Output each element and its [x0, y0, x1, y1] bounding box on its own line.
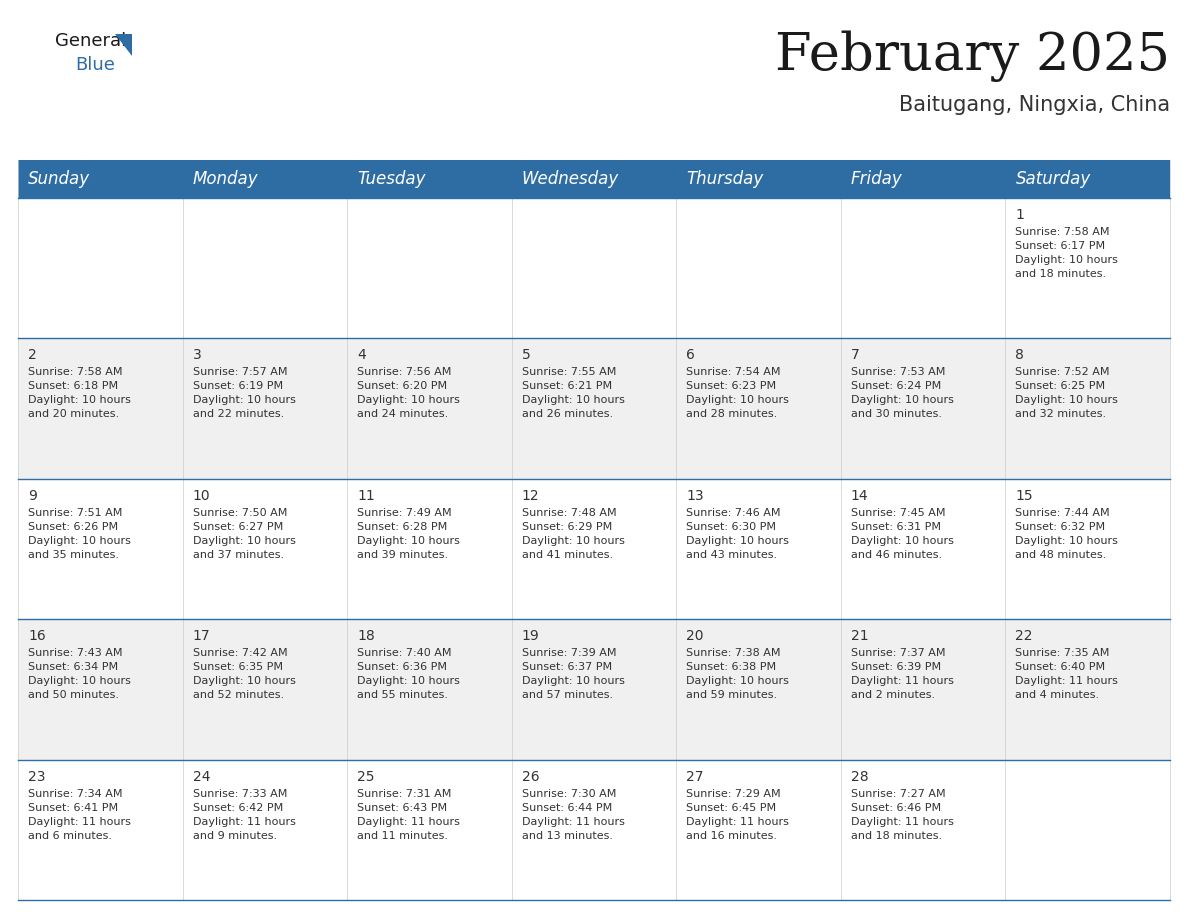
Text: 19: 19 [522, 629, 539, 644]
Text: Monday: Monday [192, 170, 258, 188]
Text: Sunrise: 7:35 AM
Sunset: 6:40 PM
Daylight: 11 hours
and 4 minutes.: Sunrise: 7:35 AM Sunset: 6:40 PM Dayligh… [1016, 648, 1118, 700]
Text: February 2025: February 2025 [775, 30, 1170, 82]
Text: 20: 20 [687, 629, 703, 644]
Text: Sunrise: 7:37 AM
Sunset: 6:39 PM
Daylight: 11 hours
and 2 minutes.: Sunrise: 7:37 AM Sunset: 6:39 PM Dayligh… [851, 648, 954, 700]
Text: Sunrise: 7:53 AM
Sunset: 6:24 PM
Daylight: 10 hours
and 30 minutes.: Sunrise: 7:53 AM Sunset: 6:24 PM Dayligh… [851, 367, 954, 420]
Text: 15: 15 [1016, 488, 1034, 503]
Text: Sunrise: 7:39 AM
Sunset: 6:37 PM
Daylight: 10 hours
and 57 minutes.: Sunrise: 7:39 AM Sunset: 6:37 PM Dayligh… [522, 648, 625, 700]
Text: Baitugang, Ningxia, China: Baitugang, Ningxia, China [899, 95, 1170, 115]
Bar [347, 160, 512, 198]
Text: Sunrise: 7:50 AM
Sunset: 6:27 PM
Daylight: 10 hours
and 37 minutes.: Sunrise: 7:50 AM Sunset: 6:27 PM Dayligh… [192, 508, 296, 560]
Bar [18, 198, 1170, 339]
Bar [18, 160, 183, 198]
Text: 4: 4 [358, 349, 366, 363]
Text: 27: 27 [687, 769, 703, 784]
Text: Sunrise: 7:55 AM
Sunset: 6:21 PM
Daylight: 10 hours
and 26 minutes.: Sunrise: 7:55 AM Sunset: 6:21 PM Dayligh… [522, 367, 625, 420]
Text: Sunrise: 7:42 AM
Sunset: 6:35 PM
Daylight: 10 hours
and 52 minutes.: Sunrise: 7:42 AM Sunset: 6:35 PM Dayligh… [192, 648, 296, 700]
Text: Sunrise: 7:33 AM
Sunset: 6:42 PM
Daylight: 11 hours
and 9 minutes.: Sunrise: 7:33 AM Sunset: 6:42 PM Dayligh… [192, 789, 296, 841]
Text: Sunrise: 7:56 AM
Sunset: 6:20 PM
Daylight: 10 hours
and 24 minutes.: Sunrise: 7:56 AM Sunset: 6:20 PM Dayligh… [358, 367, 460, 420]
Text: Wednesday: Wednesday [522, 170, 619, 188]
Text: Sunrise: 7:57 AM
Sunset: 6:19 PM
Daylight: 10 hours
and 22 minutes.: Sunrise: 7:57 AM Sunset: 6:19 PM Dayligh… [192, 367, 296, 420]
Text: Friday: Friday [851, 170, 903, 188]
Text: 18: 18 [358, 629, 375, 644]
Text: 23: 23 [29, 769, 45, 784]
Text: Sunrise: 7:58 AM
Sunset: 6:17 PM
Daylight: 10 hours
and 18 minutes.: Sunrise: 7:58 AM Sunset: 6:17 PM Dayligh… [1016, 227, 1118, 279]
Text: Sunrise: 7:43 AM
Sunset: 6:34 PM
Daylight: 10 hours
and 50 minutes.: Sunrise: 7:43 AM Sunset: 6:34 PM Dayligh… [29, 648, 131, 700]
Text: 10: 10 [192, 488, 210, 503]
Bar [1005, 160, 1170, 198]
Text: Sunrise: 7:45 AM
Sunset: 6:31 PM
Daylight: 10 hours
and 46 minutes.: Sunrise: 7:45 AM Sunset: 6:31 PM Dayligh… [851, 508, 954, 560]
Bar [183, 160, 347, 198]
Bar [18, 479, 1170, 620]
Text: Blue: Blue [75, 56, 115, 74]
Text: 2: 2 [29, 349, 37, 363]
Text: 17: 17 [192, 629, 210, 644]
Text: 11: 11 [358, 488, 375, 503]
Bar [676, 160, 841, 198]
Text: Sunrise: 7:27 AM
Sunset: 6:46 PM
Daylight: 11 hours
and 18 minutes.: Sunrise: 7:27 AM Sunset: 6:46 PM Dayligh… [851, 789, 954, 841]
Text: 8: 8 [1016, 349, 1024, 363]
Text: Tuesday: Tuesday [358, 170, 425, 188]
Text: Sunrise: 7:29 AM
Sunset: 6:45 PM
Daylight: 11 hours
and 16 minutes.: Sunrise: 7:29 AM Sunset: 6:45 PM Dayligh… [687, 789, 789, 841]
Text: 5: 5 [522, 349, 531, 363]
Text: Sunrise: 7:51 AM
Sunset: 6:26 PM
Daylight: 10 hours
and 35 minutes.: Sunrise: 7:51 AM Sunset: 6:26 PM Dayligh… [29, 508, 131, 560]
Text: Thursday: Thursday [687, 170, 764, 188]
Bar [18, 339, 1170, 479]
Text: 13: 13 [687, 488, 704, 503]
Text: 1: 1 [1016, 208, 1024, 222]
Polygon shape [115, 34, 132, 56]
Text: 6: 6 [687, 349, 695, 363]
Text: Sunrise: 7:48 AM
Sunset: 6:29 PM
Daylight: 10 hours
and 41 minutes.: Sunrise: 7:48 AM Sunset: 6:29 PM Dayligh… [522, 508, 625, 560]
Text: Sunrise: 7:31 AM
Sunset: 6:43 PM
Daylight: 11 hours
and 11 minutes.: Sunrise: 7:31 AM Sunset: 6:43 PM Dayligh… [358, 789, 460, 841]
Text: Sunrise: 7:54 AM
Sunset: 6:23 PM
Daylight: 10 hours
and 28 minutes.: Sunrise: 7:54 AM Sunset: 6:23 PM Dayligh… [687, 367, 789, 420]
Text: Sunrise: 7:52 AM
Sunset: 6:25 PM
Daylight: 10 hours
and 32 minutes.: Sunrise: 7:52 AM Sunset: 6:25 PM Dayligh… [1016, 367, 1118, 420]
Text: Sunrise: 7:34 AM
Sunset: 6:41 PM
Daylight: 11 hours
and 6 minutes.: Sunrise: 7:34 AM Sunset: 6:41 PM Dayligh… [29, 789, 131, 841]
Text: 7: 7 [851, 349, 860, 363]
Text: Sunrise: 7:49 AM
Sunset: 6:28 PM
Daylight: 10 hours
and 39 minutes.: Sunrise: 7:49 AM Sunset: 6:28 PM Dayligh… [358, 508, 460, 560]
Text: Sunday: Sunday [29, 170, 90, 188]
Bar [512, 160, 676, 198]
Text: Sunrise: 7:30 AM
Sunset: 6:44 PM
Daylight: 11 hours
and 13 minutes.: Sunrise: 7:30 AM Sunset: 6:44 PM Dayligh… [522, 789, 625, 841]
Bar [18, 620, 1170, 759]
Text: 25: 25 [358, 769, 374, 784]
Text: Saturday: Saturday [1016, 170, 1091, 188]
Bar [841, 160, 1005, 198]
Text: 9: 9 [29, 488, 37, 503]
Text: Sunrise: 7:38 AM
Sunset: 6:38 PM
Daylight: 10 hours
and 59 minutes.: Sunrise: 7:38 AM Sunset: 6:38 PM Dayligh… [687, 648, 789, 700]
Text: 24: 24 [192, 769, 210, 784]
Text: 16: 16 [29, 629, 46, 644]
Bar [18, 759, 1170, 900]
Text: 28: 28 [851, 769, 868, 784]
Text: 14: 14 [851, 488, 868, 503]
Text: 26: 26 [522, 769, 539, 784]
Text: 21: 21 [851, 629, 868, 644]
Text: Sunrise: 7:44 AM
Sunset: 6:32 PM
Daylight: 10 hours
and 48 minutes.: Sunrise: 7:44 AM Sunset: 6:32 PM Dayligh… [1016, 508, 1118, 560]
Text: 22: 22 [1016, 629, 1032, 644]
Text: Sunrise: 7:46 AM
Sunset: 6:30 PM
Daylight: 10 hours
and 43 minutes.: Sunrise: 7:46 AM Sunset: 6:30 PM Dayligh… [687, 508, 789, 560]
Text: 12: 12 [522, 488, 539, 503]
Text: General: General [55, 32, 126, 50]
Text: Sunrise: 7:40 AM
Sunset: 6:36 PM
Daylight: 10 hours
and 55 minutes.: Sunrise: 7:40 AM Sunset: 6:36 PM Dayligh… [358, 648, 460, 700]
Text: 3: 3 [192, 349, 201, 363]
Text: Sunrise: 7:58 AM
Sunset: 6:18 PM
Daylight: 10 hours
and 20 minutes.: Sunrise: 7:58 AM Sunset: 6:18 PM Dayligh… [29, 367, 131, 420]
